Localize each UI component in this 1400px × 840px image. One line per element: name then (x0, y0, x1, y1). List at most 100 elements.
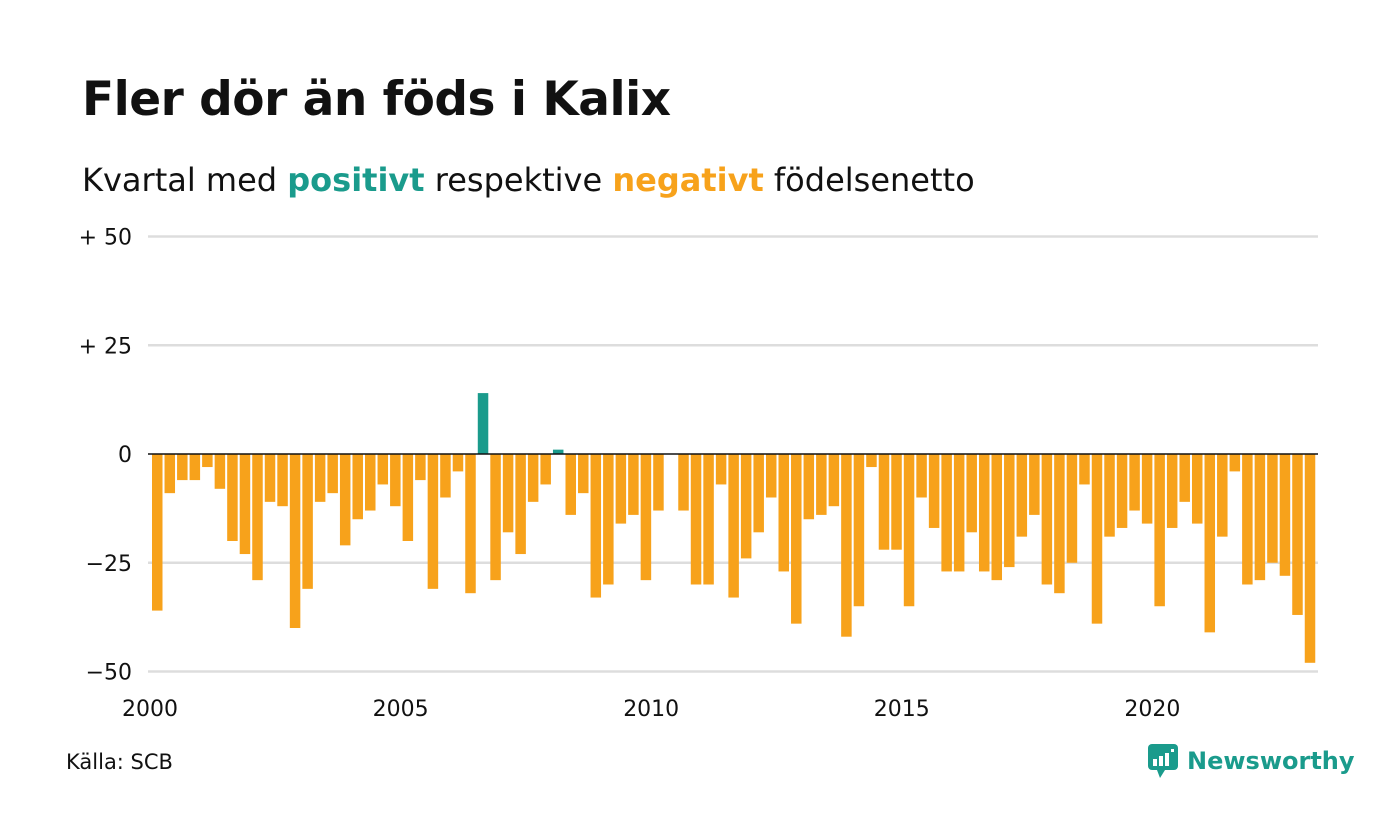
bar (202, 454, 213, 468)
bar (1191, 454, 1203, 524)
bar (177, 454, 188, 481)
subtitle-middle: respektive (424, 161, 613, 199)
bar (227, 454, 238, 541)
bar (1079, 454, 1090, 485)
bar (803, 454, 815, 520)
bar (778, 454, 789, 572)
bar (653, 454, 664, 511)
bar (1254, 454, 1266, 581)
x-tick-label: 2000 (122, 697, 178, 722)
newsworthy-icon (1148, 744, 1178, 778)
subtitle-positive-keyword: positivt (287, 161, 425, 199)
bar (578, 454, 589, 494)
bar (427, 454, 439, 589)
source-note: Källa: SCB (66, 750, 173, 774)
bar (302, 454, 313, 589)
bar (1204, 454, 1216, 633)
subtitle-prefix: Kvartal med (82, 161, 288, 199)
bar (402, 454, 414, 541)
bar (991, 454, 1003, 581)
bar (540, 454, 551, 485)
bar (791, 454, 802, 624)
bar (214, 454, 226, 489)
bar (878, 454, 890, 550)
bar (252, 454, 263, 581)
bar (152, 454, 163, 611)
bar (1141, 454, 1153, 524)
bar (1154, 454, 1165, 607)
bar (1041, 454, 1053, 585)
bar (477, 393, 489, 454)
bar (1104, 454, 1115, 537)
bar (390, 454, 401, 507)
y-tick-label: −50 (86, 661, 132, 686)
bar (615, 454, 627, 524)
x-tick-label: 2005 (373, 697, 429, 722)
bar (239, 454, 251, 555)
bar (515, 454, 526, 555)
bar (1091, 454, 1103, 624)
bar (189, 454, 201, 481)
bar (953, 454, 965, 572)
bar (527, 454, 539, 502)
bar (816, 454, 827, 515)
bar (327, 454, 338, 494)
bar (928, 454, 940, 528)
bar (1016, 454, 1028, 537)
bar (1129, 454, 1140, 511)
bar (452, 454, 464, 472)
y-tick-label: 0 (118, 443, 132, 468)
bar (352, 454, 363, 520)
bar (603, 454, 614, 585)
bar (1242, 454, 1253, 585)
bar (490, 454, 501, 581)
chart-title: Fler dör än föds i Kalix (82, 72, 671, 127)
x-axis-labels: 2000 2005 2010 2015 2020 (122, 697, 1180, 722)
bar (289, 454, 301, 628)
bar (339, 454, 351, 546)
bar (891, 454, 902, 550)
bar (628, 454, 639, 515)
bar (415, 454, 426, 481)
bar (1166, 454, 1178, 528)
bar (703, 454, 714, 585)
brand-logo[interactable]: Newsworthy (1148, 744, 1355, 778)
bar (828, 454, 840, 507)
bar (853, 454, 865, 607)
bar (941, 454, 952, 572)
bar (1267, 454, 1278, 563)
bar (916, 454, 927, 498)
bar (1217, 454, 1228, 537)
bar (1054, 454, 1065, 594)
bar (1304, 454, 1316, 663)
bar (1179, 454, 1190, 502)
bar (728, 454, 739, 598)
x-tick-label: 2010 (623, 697, 679, 722)
chart-subtitle: Kvartal med positivt respektive negativt… (82, 160, 975, 200)
bar (1029, 454, 1040, 515)
bar (264, 454, 276, 502)
bar (1229, 454, 1241, 472)
y-tick-label: −25 (86, 552, 132, 577)
bar (678, 454, 689, 511)
bar (440, 454, 451, 498)
bar (740, 454, 752, 559)
bar (715, 454, 727, 485)
y-tick-label: + 50 (79, 226, 132, 251)
bar (1116, 454, 1128, 528)
bar (590, 454, 602, 598)
brand-name: Newsworthy (1187, 747, 1355, 775)
bar (552, 449, 564, 454)
bar (1279, 454, 1291, 576)
bar (866, 454, 877, 468)
bars (152, 393, 1316, 663)
bar (465, 454, 476, 594)
subtitle-suffix: födelsenetto (763, 161, 975, 199)
bar (753, 454, 764, 533)
y-axis-labels: + 50 + 25 0 −25 −50 (79, 226, 132, 686)
bar (377, 454, 389, 485)
bar (903, 454, 915, 607)
subtitle-negative-keyword: negativt (612, 161, 764, 199)
bar (164, 454, 176, 494)
